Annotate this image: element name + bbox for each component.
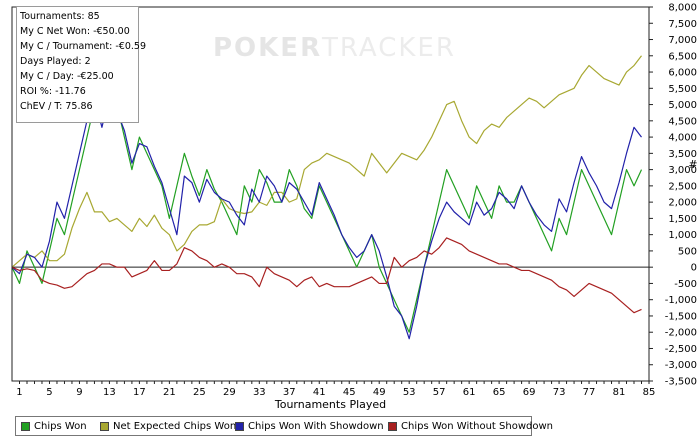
legend-label: Chips Won With Showdown bbox=[248, 420, 384, 432]
series-line-net-expected-chips-won bbox=[11, 55, 642, 268]
series-line-chips-won bbox=[11, 87, 643, 333]
x-tick-label: 53 bbox=[403, 387, 416, 398]
y-tick-label: 0 bbox=[691, 263, 697, 274]
legend-item-without-showdown[interactable]: Chips Won Without Showdown bbox=[388, 420, 553, 432]
y-tick-label: 3,000 bbox=[668, 165, 697, 176]
legend-label: Net Expected Chips Won bbox=[113, 420, 237, 432]
plot-frame bbox=[11, 6, 650, 382]
x-tick-label: 65 bbox=[493, 387, 506, 398]
y-tick-label: 1,500 bbox=[668, 214, 697, 225]
stat-per-day: My C / Day: -€25.00 bbox=[20, 71, 114, 82]
y-tick-label: -3,500 bbox=[665, 377, 697, 388]
y-tick-label: -500 bbox=[674, 279, 697, 290]
y-tick-label: -3,000 bbox=[665, 360, 697, 371]
y-tick-label: -1,000 bbox=[665, 295, 697, 306]
legend-label: Chips Won bbox=[34, 420, 87, 432]
x-tick-label: 81 bbox=[613, 387, 626, 398]
legend-swatch-without-showdown bbox=[388, 421, 397, 431]
y-tick-label: 500 bbox=[678, 246, 697, 257]
x-axis-title: Tournaments Played bbox=[274, 398, 386, 411]
x-tick-label: 37 bbox=[283, 387, 296, 398]
stat-net-won: My C Net Won: -€50.00 bbox=[20, 26, 130, 37]
y-tick-label: 1,000 bbox=[668, 230, 697, 241]
y-tick-label: 4,500 bbox=[668, 116, 697, 127]
x-tick-label: 17 bbox=[133, 387, 146, 398]
stat-tournaments: Tournaments: 85 bbox=[20, 11, 100, 22]
x-tick-label: 69 bbox=[523, 387, 536, 398]
legend-swatch-chips-won bbox=[21, 421, 30, 431]
stat-per-tournament: My C / Tournament: -€0.59 bbox=[20, 41, 147, 52]
x-tick-label: 49 bbox=[373, 387, 386, 398]
y-axis-title: # bbox=[688, 158, 697, 171]
x-tick-label: 45 bbox=[343, 387, 356, 398]
y-tick-label: -1,500 bbox=[665, 311, 697, 322]
x-tick-label: 85 bbox=[643, 387, 656, 398]
y-tick-label: 5,500 bbox=[668, 84, 697, 95]
y-tick-label: 4,000 bbox=[668, 133, 697, 144]
x-tick-label: 41 bbox=[313, 387, 326, 398]
y-tick-label: 6,000 bbox=[668, 68, 697, 79]
x-tick-label: 5 bbox=[46, 387, 52, 398]
legend-item-chips-won[interactable]: Chips Won bbox=[21, 420, 87, 432]
y-tick-label: 6,500 bbox=[668, 51, 697, 62]
legend-swatch-with-showdown bbox=[235, 421, 244, 431]
y-tick-label: -2,500 bbox=[665, 344, 697, 355]
x-tick-label: 77 bbox=[583, 387, 596, 398]
stats-summary-box: Tournaments: 85 My C Net Won: -€50.00 My… bbox=[16, 6, 147, 123]
x-tick-label: 1 bbox=[16, 387, 22, 398]
watermark-logo: POKER TRACKER bbox=[213, 33, 456, 63]
y-tick-label: 8,000 bbox=[668, 3, 697, 14]
legend-item-net-expected[interactable]: Net Expected Chips Won bbox=[100, 420, 236, 432]
y-tick-label: 7,500 bbox=[668, 19, 697, 30]
x-tick-label: 29 bbox=[223, 387, 236, 398]
x-tick-label: 73 bbox=[553, 387, 566, 398]
stat-chev: ChEV / T: 75.86 bbox=[20, 101, 93, 112]
x-tick-label: 33 bbox=[253, 387, 266, 398]
series-line-chips-won-without-showdown bbox=[11, 237, 642, 314]
stat-roi: ROI %: -11.76 bbox=[20, 86, 86, 97]
legend-label: Chips Won Without Showdown bbox=[401, 420, 553, 432]
chart-legend: Chips Won Net Expected Chips Won Chips W… bbox=[15, 416, 553, 436]
x-tick-label: 9 bbox=[76, 387, 82, 398]
y-tick-label: 3,500 bbox=[668, 149, 697, 160]
legend-swatch-net-expected bbox=[100, 421, 109, 431]
x-tick-label: 13 bbox=[103, 387, 116, 398]
y-tick-label: 2,000 bbox=[668, 198, 697, 209]
x-tick-label: 57 bbox=[433, 387, 446, 398]
stat-days-played: Days Played: 2 bbox=[20, 56, 91, 67]
watermark-text-poker: POKER bbox=[213, 33, 322, 63]
watermark-text-tracker: TRACKER bbox=[321, 33, 456, 63]
legend-item-with-showdown[interactable]: Chips Won With Showdown bbox=[235, 420, 384, 432]
x-tick-label: 21 bbox=[163, 387, 176, 398]
y-tick-label: -2,000 bbox=[665, 328, 697, 339]
x-tick-label: 25 bbox=[193, 387, 206, 398]
y-tick-label: 2,500 bbox=[668, 181, 697, 192]
y-tick-label: 7,000 bbox=[668, 35, 697, 46]
x-tick-label: 61 bbox=[463, 387, 476, 398]
y-tick-label: 5,000 bbox=[668, 100, 697, 111]
